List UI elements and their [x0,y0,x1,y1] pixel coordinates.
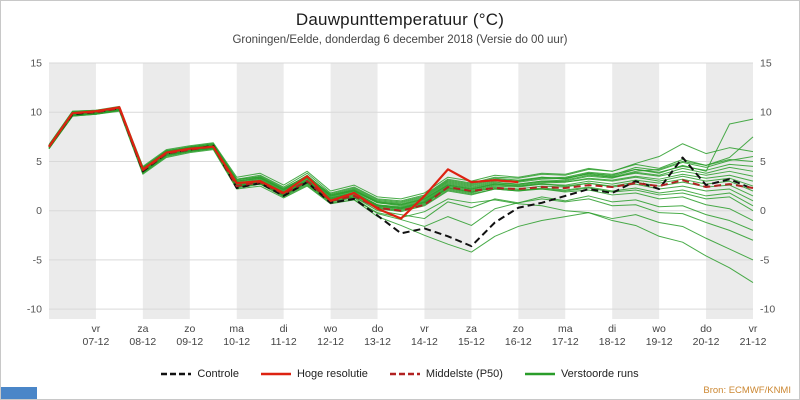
y-tick-label-left: 10 [30,107,42,119]
legend-item-middelste-p50: Middelste (P50) [389,368,503,380]
day-band [142,63,190,319]
source-credit: Bron: ECMWF/KNMI [703,385,791,396]
y-tick-label-right: 15 [760,58,772,70]
x-date-label: 17-12 [552,336,579,348]
x-date-label: 10-12 [223,336,250,348]
x-day-label: do [372,323,384,335]
legend-line-sample-verstoorde-runs [524,372,555,376]
x-day-label: ma [229,323,244,335]
x-date-label: 13-12 [364,336,391,348]
y-tick-label-right: -5 [760,254,769,266]
x-date-label: 11-12 [271,336,297,348]
x-date-label: 08-12 [129,336,156,348]
y-tick-label-left: -10 [27,304,42,316]
legend-item-verstoorde-runs: Verstoorde runs [524,368,639,380]
day-band [706,63,753,319]
ensemble-member-line [48,106,754,207]
legend-line-sample-controle [161,372,192,376]
x-date-label: 09-12 [176,336,203,348]
control-line [48,107,754,248]
legend-item-hoge-resolutie: Hoge resolutie [260,368,368,380]
x-day-label: zo [184,323,195,335]
x-date-label: 14-12 [411,336,438,348]
x-date-label: 07-12 [83,336,110,348]
p50-line [48,107,754,212]
x-date-label: 15-12 [458,336,485,348]
high-res-line [48,106,519,220]
x-day-label: wo [651,323,666,335]
x-date-label: 19-12 [646,336,673,348]
x-date-label: 18-12 [599,336,626,348]
x-date-label: 12-12 [317,336,344,348]
x-day-label: di [608,323,616,335]
x-day-label: vr [420,323,429,335]
x-date-label: 20-12 [693,336,720,348]
chart-subtitle: Groningen/Eelde, donderdag 6 december 20… [232,34,568,46]
legend-label: Hoge resolutie [296,368,368,380]
day-band [49,63,96,319]
legend-item-controle: Controle [161,368,239,380]
x-day-label: za [466,323,477,335]
y-tick-label-left: 15 [30,58,42,70]
x-day-label: zo [513,323,524,335]
y-tick-label-right: 0 [760,205,766,217]
x-day-label: vr [749,323,758,335]
footer-bar [1,387,37,399]
y-tick-label-left: 5 [36,156,42,168]
legend-label: Middelste (P50) [425,368,503,380]
y-tick-label-right: -10 [760,304,775,316]
y-tick-label-right: 5 [760,156,766,168]
chart-title: Dauwpunttemperatuur (°C) [295,10,505,29]
y-tick-label-right: 10 [760,107,772,119]
x-date-label: 16-12 [505,336,532,348]
y-tick-label-left: 0 [36,205,42,217]
legend: Controle Hoge resolutie Middelste (P50) Ver… [1,365,799,383]
legend-line-sample-hoge-resolutie [260,372,291,376]
ensemble-member-line [48,105,754,200]
x-day-label: ma [558,323,573,335]
x-day-label: za [137,323,148,335]
legend-line-sample-middelste-p50 [389,372,420,376]
x-day-label: wo [323,323,338,335]
x-date-label: 21-12 [740,336,767,348]
x-day-label: vr [92,323,101,335]
ensemble-member-line [48,110,754,261]
x-day-label: do [700,323,712,335]
legend-label: Controle [197,368,239,380]
y-tick-label-left: -5 [33,254,42,266]
x-day-label: di [280,323,288,335]
legend-label: Verstoorde runs [560,368,639,380]
